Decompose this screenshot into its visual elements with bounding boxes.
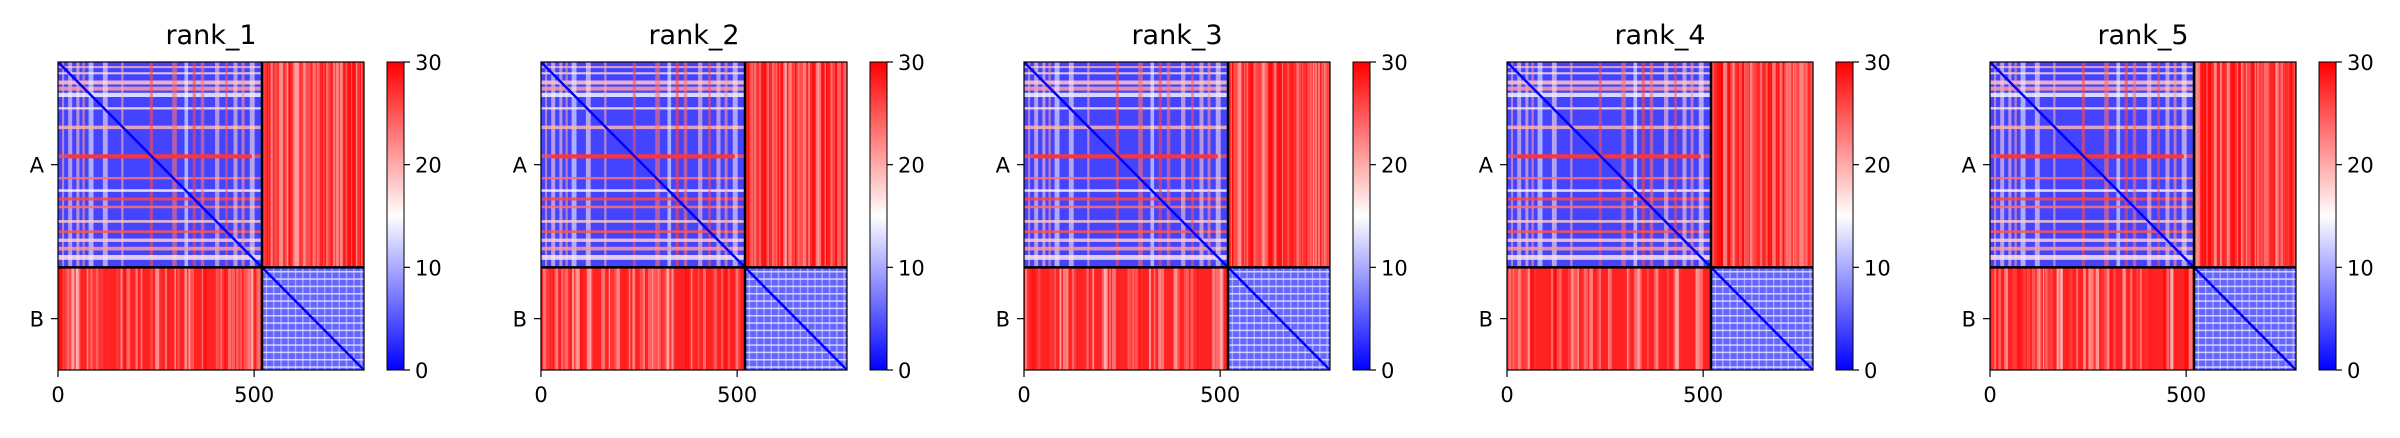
heatmap-cells [1024, 62, 1330, 370]
x-tick-label: 500 [1683, 383, 1723, 407]
panel-title: rank_1 [165, 20, 256, 51]
colorbar-tick-label: 30 [2347, 51, 2374, 75]
colorbar-tick-label: 0 [1864, 359, 1877, 383]
diagonal [1990, 62, 2296, 370]
heatmap-panel: rank_1 0 500 A B 0 10 20 30 [30, 20, 442, 407]
axes-frame [1506, 61, 1814, 371]
x-tick-label: 0 [534, 383, 547, 407]
colorbar-tick-label: 0 [2347, 359, 2360, 383]
heatmap-panel: rank_2 0 500 A B 0 10 20 30 [513, 20, 925, 407]
panel-title: rank_3 [1131, 20, 1222, 51]
heatmap-panel: rank_4 0 500 A B 0 10 20 30 [1479, 20, 1891, 407]
colorbar-tick-label: 30 [1381, 51, 1408, 75]
axes-frame [57, 61, 365, 371]
colorbar-tick-label: 20 [2347, 154, 2374, 178]
colorbar-tick-label: 10 [1864, 256, 1891, 280]
x-tick-label: 500 [1200, 383, 1240, 407]
colorbar-tick-label: 0 [1381, 359, 1394, 383]
chain-label: B [996, 308, 1010, 332]
diagonal [1024, 62, 1330, 370]
x-tick-label: 0 [1500, 383, 1513, 407]
colorbar [869, 61, 888, 371]
chain-label: B [1962, 308, 1976, 332]
chain-label: B [513, 308, 527, 332]
colorbar [2318, 61, 2337, 371]
panel-title: rank_2 [648, 20, 739, 51]
heatmap-cells [541, 62, 847, 370]
chain-label: A [1962, 154, 1977, 178]
colorbar-tick-label: 0 [415, 359, 428, 383]
axes-frame [1023, 61, 1331, 371]
colorbar-tick-label: 20 [1864, 154, 1891, 178]
chain-label: B [1479, 308, 1493, 332]
heatmap-cells [1507, 62, 1813, 370]
colorbar-tick-label: 30 [898, 51, 925, 75]
x-tick-label: 500 [717, 383, 757, 407]
colorbar-tick-label: 10 [2347, 256, 2374, 280]
x-tick-label: 0 [51, 383, 64, 407]
colorbar-tick-label: 10 [1381, 256, 1408, 280]
chain-label: A [30, 154, 45, 178]
colorbar-tick-label: 20 [898, 154, 925, 178]
chain-label: A [996, 154, 1011, 178]
colorbar-tick-label: 0 [898, 359, 911, 383]
colorbar [1352, 61, 1371, 371]
x-tick-label: 0 [1983, 383, 1996, 407]
colorbar-tick-label: 10 [898, 256, 925, 280]
heatmap-panel: rank_3 0 500 A B 0 10 20 30 [996, 20, 1408, 407]
diagonal [58, 62, 364, 370]
colorbar-tick-label: 20 [415, 154, 442, 178]
chain-label: A [513, 154, 528, 178]
colorbar-tick-label: 30 [415, 51, 442, 75]
colorbar [386, 61, 405, 371]
panel-title: rank_5 [2097, 20, 2188, 51]
x-tick-label: 500 [2166, 383, 2206, 407]
heatmap-cells [1990, 62, 2296, 370]
panel-title: rank_4 [1614, 20, 1705, 51]
heatmap-cells [58, 62, 364, 370]
x-tick-label: 0 [1017, 383, 1030, 407]
colorbar-tick-label: 30 [1864, 51, 1891, 75]
heatmap-panel: rank_5 0 500 A B 0 10 20 30 [1962, 20, 2374, 407]
axes-frame [1989, 61, 2297, 371]
chain-label: B [30, 308, 44, 332]
diagonal [541, 62, 847, 370]
diagonal [1507, 62, 1813, 370]
colorbar-tick-label: 20 [1381, 154, 1408, 178]
axes-frame [540, 61, 848, 371]
colorbar [1835, 61, 1854, 371]
colorbar-tick-label: 10 [415, 256, 442, 280]
chain-label: A [1479, 154, 1494, 178]
x-tick-label: 500 [234, 383, 274, 407]
